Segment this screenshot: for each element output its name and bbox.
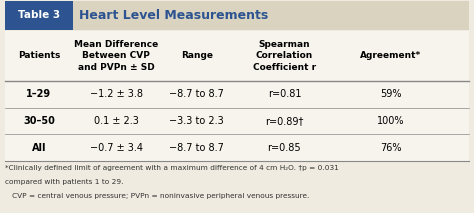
Text: 100%: 100% [377, 116, 405, 126]
Text: r=0.85: r=0.85 [268, 142, 301, 153]
Text: −3.3 to 2.3: −3.3 to 2.3 [169, 116, 224, 126]
FancyBboxPatch shape [73, 1, 469, 30]
Text: CVP = central venous pressure; PVPn = noninvasive peripheral venous pressure.: CVP = central venous pressure; PVPn = no… [5, 193, 309, 199]
Text: −8.7 to 8.7: −8.7 to 8.7 [169, 89, 224, 99]
Text: All: All [32, 142, 46, 153]
Text: −8.7 to 8.7: −8.7 to 8.7 [169, 142, 224, 153]
Text: 59%: 59% [380, 89, 402, 99]
Text: r=0.81: r=0.81 [268, 89, 301, 99]
FancyBboxPatch shape [5, 31, 469, 161]
Text: Table 3: Table 3 [18, 10, 60, 20]
Text: 0.1 ± 2.3: 0.1 ± 2.3 [94, 116, 138, 126]
Text: Spearman
Correlation
Coefficient r: Spearman Correlation Coefficient r [253, 40, 316, 72]
Text: Range: Range [181, 51, 213, 60]
Text: Patients: Patients [18, 51, 60, 60]
Text: Agreement*: Agreement* [360, 51, 422, 60]
Text: −0.7 ± 3.4: −0.7 ± 3.4 [90, 142, 143, 153]
FancyBboxPatch shape [5, 1, 73, 30]
Text: Heart Level Measurements: Heart Level Measurements [79, 9, 268, 22]
Text: Mean Difference
Between CVP
and PVPn ± SD: Mean Difference Between CVP and PVPn ± S… [74, 40, 158, 72]
Text: 1–29: 1–29 [26, 89, 52, 99]
Text: 30–50: 30–50 [23, 116, 55, 126]
Text: r=0.89†: r=0.89† [265, 116, 303, 126]
Text: *Clinically defined limit of agreement with a maximum difference of 4 cm H₂O. †p: *Clinically defined limit of agreement w… [5, 165, 338, 171]
Text: 76%: 76% [380, 142, 402, 153]
Text: −1.2 ± 3.8: −1.2 ± 3.8 [90, 89, 143, 99]
Text: compared with patients 1 to 29.: compared with patients 1 to 29. [5, 179, 123, 185]
